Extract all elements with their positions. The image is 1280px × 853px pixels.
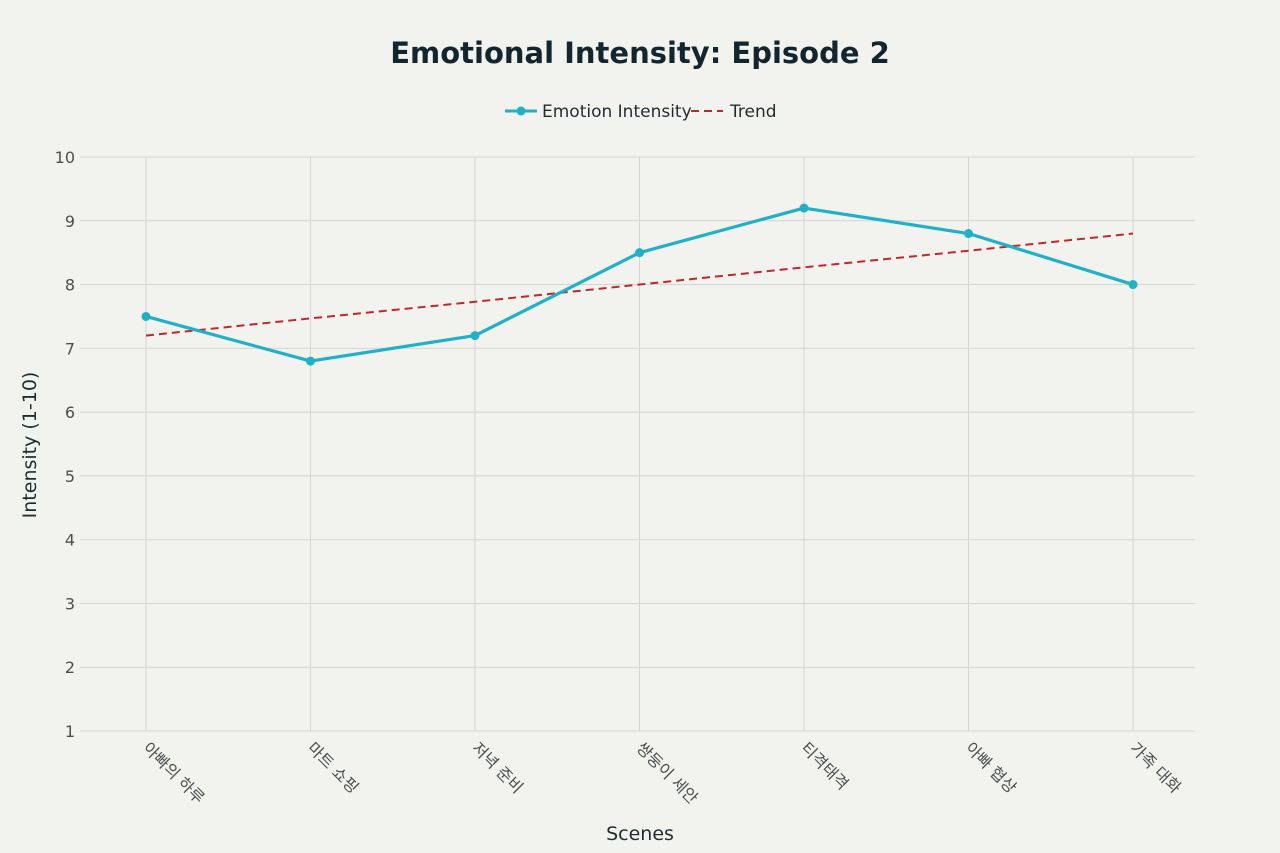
x-tick-label: 아빠 협상	[962, 738, 1021, 797]
x-axis-title: Scenes	[606, 823, 674, 845]
y-tick-label: 5	[65, 467, 75, 486]
data-point-emotion-intensity	[964, 229, 973, 239]
data-point-emotion-intensity	[470, 331, 480, 341]
x-tick-label: 쌍둥이 세안	[633, 738, 702, 807]
data-point-emotion-intensity	[799, 203, 809, 213]
x-tick-label: 티격태격	[797, 738, 852, 793]
legend-item-emotion-intensity[interactable]: Emotion Intensity	[505, 102, 692, 122]
x-tick-label: 가족 대화	[1126, 738, 1185, 797]
data-point-emotion-intensity	[635, 248, 644, 258]
series-line-trend	[145, 232, 1134, 337]
legend-item-trend[interactable]: Trend	[691, 102, 777, 122]
legend-marker-emotion-intensity	[516, 106, 526, 116]
y-tick-label: 4	[65, 531, 75, 550]
y-tick-label: 10	[55, 148, 75, 167]
x-axis-ticks: 아빠의 하루 마트 쇼핑 저녁 준비 쌍둥이 세안 티격태격 아빠 협상 가족 대화	[139, 738, 1185, 807]
y-tick-label: 7	[65, 339, 75, 358]
y-tick-label: 2	[65, 658, 75, 677]
x-tick-label: 저녁 준비	[468, 738, 527, 797]
chart-legend: Emotion Intensity Trend	[505, 102, 777, 122]
x-tick-label: 아빠의 하루	[139, 738, 208, 807]
y-axis-ticks: 1 2 3 4 5 6 7 8 9 10	[55, 148, 75, 741]
data-point-emotion-intensity	[306, 356, 315, 366]
y-tick-label: 1	[65, 722, 75, 741]
y-tick-label: 6	[65, 403, 75, 422]
x-tick-label: 마트 쇼핑	[304, 738, 363, 797]
data-point-emotion-intensity	[141, 311, 151, 321]
y-tick-label: 9	[65, 212, 75, 231]
y-tick-label: 3	[65, 594, 75, 613]
legend-label-trend: Trend	[729, 102, 777, 122]
y-axis-title: Intensity (1-10)	[19, 372, 41, 519]
y-tick-label: 8	[65, 276, 75, 295]
series-layer	[141, 203, 1138, 366]
chart-title: Emotional Intensity: Episode 2	[390, 36, 890, 70]
grid	[80, 156, 1195, 732]
data-point-emotion-intensity	[1128, 280, 1138, 290]
legend-label-emotion-intensity: Emotion Intensity	[542, 102, 692, 122]
